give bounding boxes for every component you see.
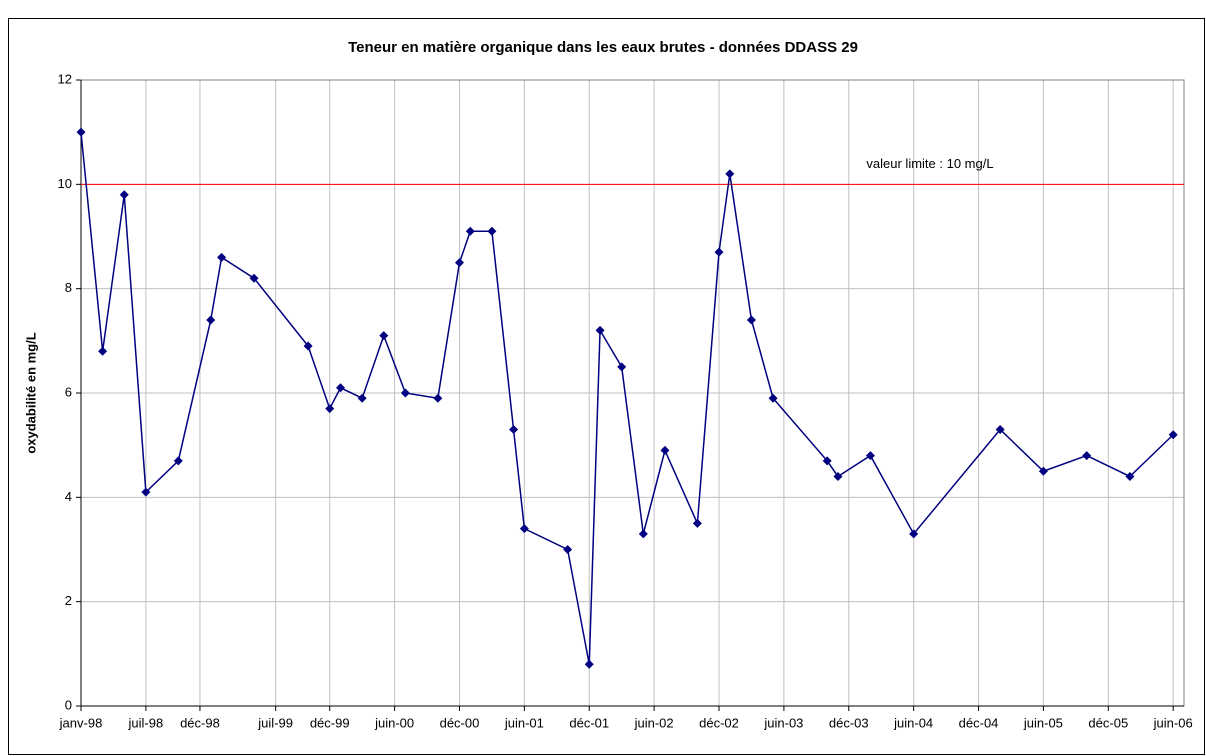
data-point <box>1038 466 1048 476</box>
data-point <box>400 388 410 398</box>
data-point <box>660 445 670 455</box>
x-tick-label: juin-05 <box>1023 715 1063 730</box>
x-tick-label: juin-04 <box>893 715 933 730</box>
data-point <box>909 529 919 539</box>
y-tick-label: 0 <box>65 697 72 712</box>
y-tick-label: 4 <box>65 489 72 504</box>
data-point <box>487 226 497 236</box>
x-tick-label: déc-98 <box>180 715 220 730</box>
x-tick-label: juin-00 <box>374 715 414 730</box>
data-point <box>1168 430 1178 440</box>
chart-title: Teneur en matière organique dans les eau… <box>348 39 858 56</box>
data-point <box>465 226 475 236</box>
data-point <box>454 258 464 268</box>
data-point <box>865 451 875 461</box>
data-point <box>119 190 129 200</box>
data-point <box>595 325 605 335</box>
data-point <box>433 393 443 403</box>
data-point <box>638 529 648 539</box>
y-tick-label: 10 <box>58 176 72 191</box>
x-tick-label: déc-00 <box>440 715 480 730</box>
data-point <box>509 425 519 435</box>
data-point <box>714 247 724 257</box>
x-tick-label: juin-03 <box>763 715 803 730</box>
x-tick-label: juin-06 <box>1153 715 1193 730</box>
x-tick-label: déc-03 <box>829 715 869 730</box>
data-point <box>1125 471 1135 481</box>
data-point <box>822 456 832 466</box>
y-tick-label: 6 <box>65 384 72 399</box>
data-point <box>725 169 735 179</box>
data-point <box>519 524 529 534</box>
data-line <box>80 132 1174 665</box>
data-point <box>746 315 756 325</box>
data-point <box>76 127 86 137</box>
data-point <box>141 487 151 497</box>
x-tick-label: janv-98 <box>59 715 103 730</box>
data-point <box>379 331 389 341</box>
data-point <box>563 545 573 554</box>
data-point <box>584 659 594 669</box>
data-point <box>173 456 183 466</box>
data-point <box>217 252 227 262</box>
data-point <box>303 341 313 351</box>
data-point <box>833 471 843 481</box>
data-point <box>325 404 335 414</box>
data-point <box>995 425 1005 435</box>
x-tick-label: juil-98 <box>128 715 164 730</box>
x-tick-label: juin-02 <box>634 715 674 730</box>
x-tick-label: juin-01 <box>504 715 544 730</box>
x-tick-label: déc-05 <box>1088 715 1128 730</box>
x-tick-label: déc-04 <box>959 715 999 730</box>
data-point <box>692 518 702 528</box>
data-point <box>336 383 346 393</box>
y-tick-label: 12 <box>58 71 72 86</box>
data-point <box>206 315 216 325</box>
reference-label: valeur limite : 10 mg/L <box>866 156 993 171</box>
data-point <box>1082 451 1092 461</box>
y-tick-label: 2 <box>65 593 72 608</box>
data-point <box>617 362 627 372</box>
y-axis-label: oxydabilité en mg/L <box>23 332 38 453</box>
data-point <box>768 393 778 403</box>
x-tick-label: déc-01 <box>569 715 609 730</box>
data-point <box>249 273 259 283</box>
data-point <box>357 393 367 403</box>
x-tick-label: juil-99 <box>257 715 293 730</box>
data-point <box>98 346 108 356</box>
y-tick-label: 8 <box>65 280 72 295</box>
x-tick-label: déc-99 <box>310 715 350 730</box>
x-tick-label: déc-02 <box>699 715 739 730</box>
